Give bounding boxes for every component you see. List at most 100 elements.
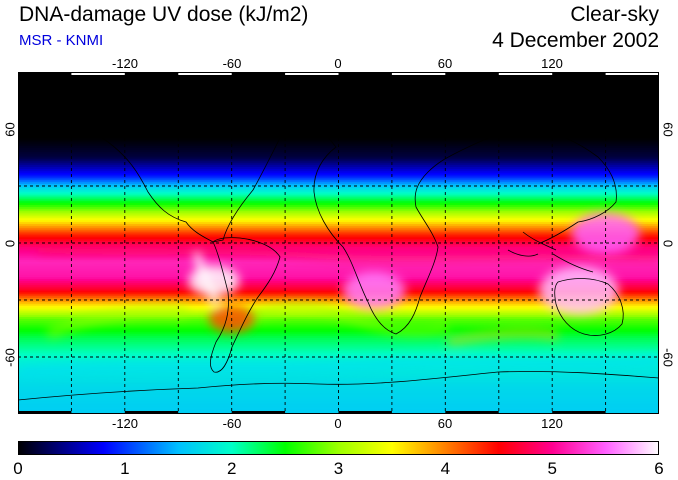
lon-label-top-w120: -120 — [111, 56, 139, 71]
colorbar-label-2: 2 — [226, 459, 237, 478]
streak-equatorial — [37, 246, 659, 263]
map-title: DNA-damage UV dose (kJ/m2) — [19, 3, 309, 26]
uv-band — [18, 273, 659, 276]
lon-label-bottom-e60: 60 — [437, 416, 453, 431]
uv-band — [18, 292, 659, 295]
colorbar-label-0: 0 — [13, 459, 23, 478]
uv-band — [18, 117, 659, 121]
uv-band — [18, 146, 659, 149]
date-label: 4 December 2002 — [492, 29, 659, 52]
colorbar-border — [18, 441, 659, 455]
frame-bar-top-1 — [71, 72, 125, 75]
uv-band — [18, 172, 659, 176]
uv-band — [18, 195, 659, 198]
uv-band — [18, 320, 659, 324]
uv-field-cloud-streaks — [18, 246, 659, 377]
uv-hotspot-andes-ridge — [192, 251, 220, 307]
uv-band — [18, 381, 659, 385]
coast-southeast-asia — [507, 231, 594, 273]
lon-label-top-w60: -60 — [222, 56, 242, 71]
colorbar-label-4: 4 — [440, 459, 451, 478]
uv-band — [18, 75, 659, 79]
uv-band — [18, 326, 659, 330]
uv-band — [18, 100, 659, 103]
uv-field-hotspots — [188, 212, 640, 333]
uv-band — [18, 279, 659, 282]
lat-label-left-n60: 60 — [2, 122, 18, 137]
colorbar-label-6: 6 — [654, 459, 664, 478]
uv-band — [18, 334, 659, 337]
uv-dose-map — [18, 72, 659, 414]
uv-band — [18, 387, 659, 390]
coast-asia — [457, 129, 617, 245]
lon-label-bottom-0: 0 — [334, 416, 342, 431]
uv-band — [18, 393, 659, 396]
uv-band — [18, 284, 659, 288]
frame-bar-top-4 — [391, 72, 446, 75]
colorbar-label-3: 3 — [333, 459, 344, 478]
uv-band — [18, 248, 659, 252]
graticule — [18, 72, 659, 414]
uv-band — [18, 267, 659, 271]
uv-band — [18, 379, 659, 383]
uv-band — [18, 106, 659, 109]
uv-band — [18, 332, 659, 335]
uv-band — [18, 262, 659, 265]
uv-band — [18, 148, 659, 151]
uv-band — [18, 153, 659, 157]
uv-band — [18, 220, 659, 223]
uv-band — [18, 110, 659, 113]
uv-band — [18, 178, 659, 181]
lon-label-bottom-e120: 120 — [541, 416, 563, 431]
uv-band — [18, 296, 659, 299]
uv-band — [18, 111, 659, 115]
uv-band — [18, 303, 659, 307]
lon-label-bottom-w60: -60 — [222, 416, 242, 431]
uv-band — [18, 328, 659, 331]
uv-band — [18, 142, 659, 145]
uv-band — [18, 159, 659, 162]
streak-southern-ocean — [18, 355, 659, 377]
uv-band — [18, 81, 659, 84]
frame-bar-top-6 — [605, 72, 659, 75]
frame-bar-top-3 — [285, 72, 339, 75]
sky-condition-label: Clear-sky — [570, 3, 659, 26]
uv-band — [18, 218, 659, 221]
uv-hotspot-2 — [342, 271, 406, 310]
uv-band — [18, 214, 659, 217]
uv-band — [18, 140, 659, 143]
uv-band — [18, 376, 659, 379]
lat-label-left-s60: -60 — [2, 348, 18, 367]
lat-label-right-s60: -60 — [660, 348, 676, 367]
uv-band — [18, 73, 659, 77]
uv-band — [18, 301, 659, 305]
uv-band — [18, 225, 659, 229]
uv-band — [18, 212, 659, 216]
uv-band — [18, 129, 659, 132]
coastlines — [18, 72, 659, 401]
uv-band — [18, 374, 659, 377]
uv-band — [18, 290, 659, 293]
uv-band — [18, 189, 659, 193]
lon-label-bottom-w120: -120 — [111, 416, 139, 431]
colorbar-label-5: 5 — [547, 459, 557, 478]
frame-bar-bottom-1 — [18, 411, 72, 414]
uv-band — [18, 345, 659, 349]
uv-band — [18, 298, 659, 301]
uv-band — [18, 184, 659, 187]
uv-hotspot-1 — [538, 266, 619, 315]
frame-bar-bottom-3 — [231, 411, 286, 414]
coast-antarctica — [18, 371, 659, 401]
uv-band — [18, 286, 659, 290]
uv-band — [18, 370, 659, 373]
streak-south-atlantic — [235, 302, 449, 337]
colorbar — [18, 441, 659, 455]
frame-bar-bottom-6 — [552, 411, 606, 414]
uv-band — [18, 151, 659, 155]
uv-band — [18, 339, 659, 343]
uv-band — [18, 206, 659, 210]
uv-band — [18, 237, 659, 240]
uv-band — [18, 260, 659, 263]
uv-band — [18, 98, 659, 102]
lat-label-right-n60: 60 — [660, 122, 676, 137]
